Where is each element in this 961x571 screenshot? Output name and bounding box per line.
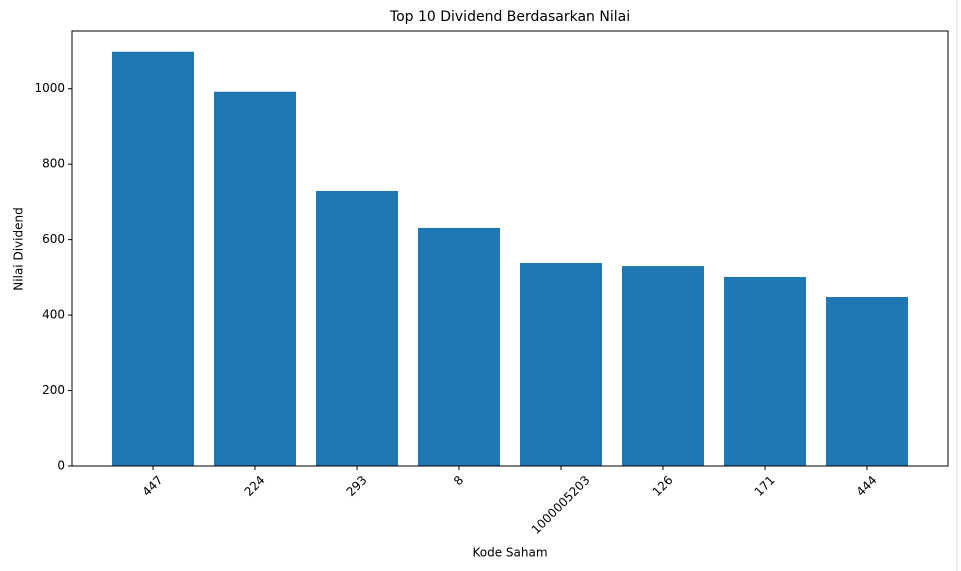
axes-frame xyxy=(71,30,949,467)
y-tick-label: 400 xyxy=(42,308,65,322)
chart-title: Top 10 Dividend Berdasarkan Nilai xyxy=(389,9,630,25)
y-tick-label: 200 xyxy=(42,383,65,397)
bar xyxy=(724,276,806,466)
bar xyxy=(622,266,704,466)
x-axis-label: Kode Saham xyxy=(472,546,547,560)
y-axis-label: Nilai Dividend xyxy=(12,207,26,290)
y-tick-label: 1000 xyxy=(34,81,65,95)
bar xyxy=(418,227,500,466)
bar xyxy=(112,51,194,467)
bar xyxy=(316,190,398,466)
bar xyxy=(214,91,296,466)
y-tick-label: 800 xyxy=(42,157,65,171)
bar xyxy=(520,263,602,466)
y-tick-label: 600 xyxy=(42,232,65,246)
bar xyxy=(826,296,908,466)
y-tick-label: 0 xyxy=(57,459,65,473)
